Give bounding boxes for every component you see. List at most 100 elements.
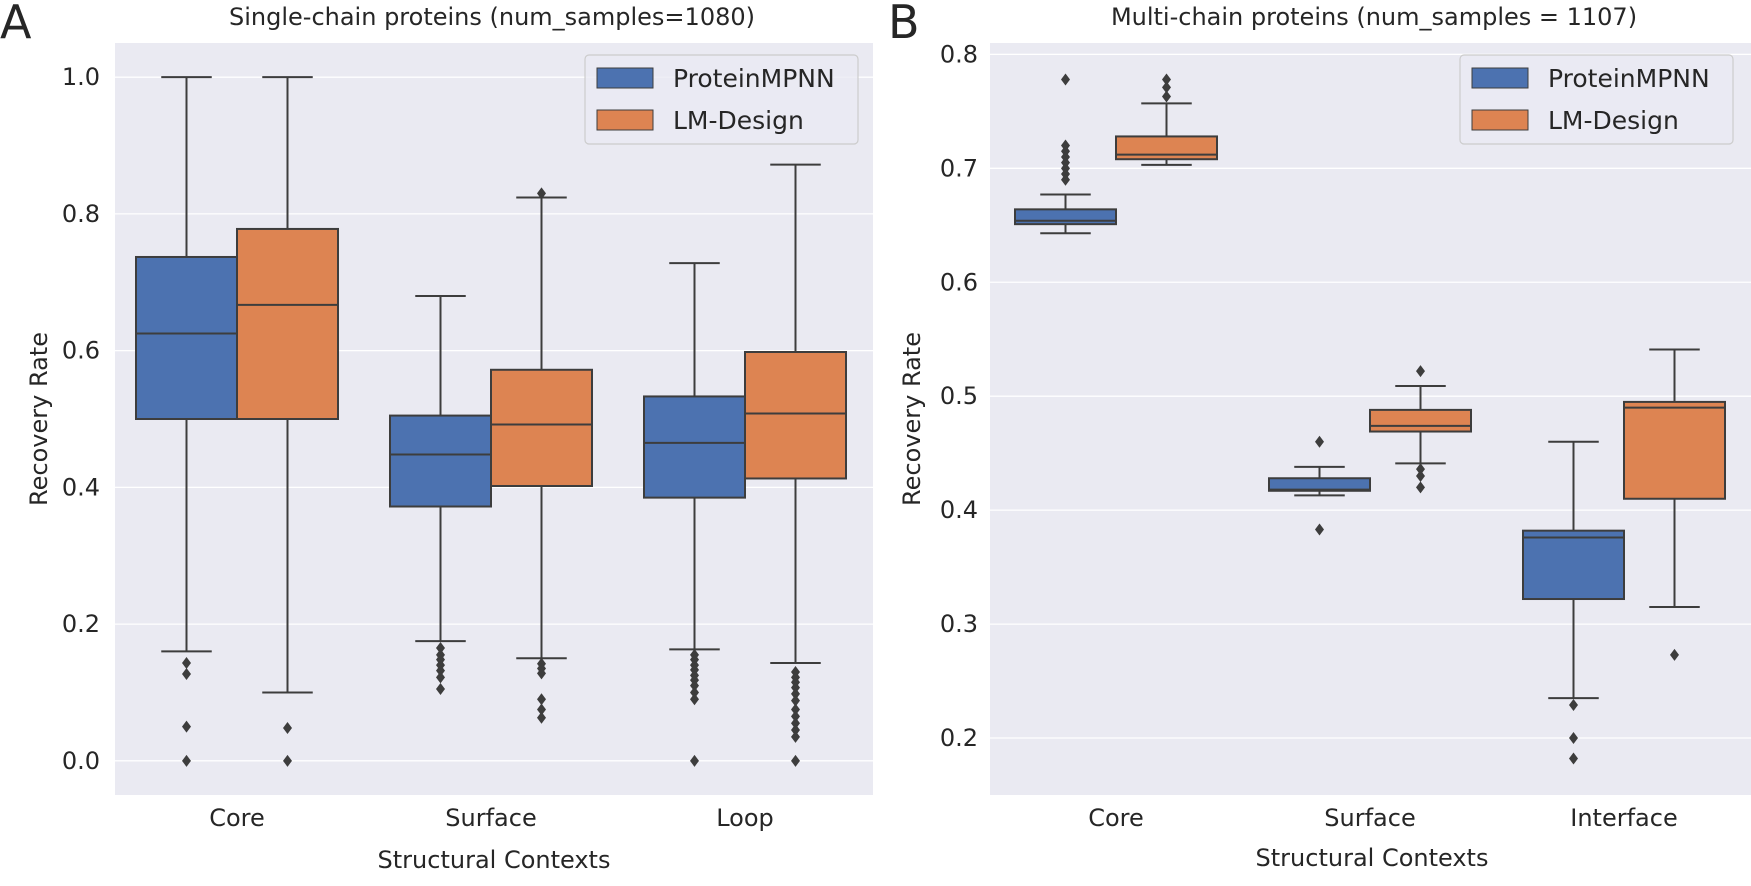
iqr-box [490, 368, 593, 487]
outlier-point [1315, 435, 1324, 448]
outlier-point [791, 681, 800, 694]
panel-b-x-axis-label: Structural Contexts [1256, 844, 1489, 872]
outlier-point [1416, 463, 1425, 476]
panel-b: B Multi-chain proteins (num_samples = 11… [888, 0, 1751, 872]
outlier-point [791, 703, 800, 716]
panel-b-gridlines [990, 53, 1751, 739]
box-lm-design-core [1115, 73, 1218, 166]
outlier-point [791, 717, 800, 730]
iqr-box [1369, 408, 1472, 433]
outlier-point [1061, 73, 1070, 86]
outlier-point [283, 754, 292, 767]
outlier-point [537, 703, 546, 716]
y-tick-label: 0.8 [940, 40, 978, 68]
x-tick-label: Core [1088, 804, 1144, 832]
panel-b-x-ticks: Core Surface Interface [1088, 804, 1678, 832]
y-tick-label: 0.6 [62, 337, 100, 365]
outlier-point [1315, 523, 1324, 536]
y-tick-label: 0.4 [940, 496, 978, 524]
outlier-point [537, 667, 546, 680]
outlier-point [182, 667, 191, 680]
box-lm-design-interface [1623, 348, 1726, 661]
panel-b-legend: ProteinMPNN LM-Design [1459, 54, 1734, 145]
outlier-point [537, 711, 546, 724]
box-proteinmpnn-surface [389, 294, 492, 696]
panel-a-letter: A [0, 0, 32, 49]
iqr-box [1623, 400, 1726, 500]
iqr-box [389, 414, 492, 508]
panel-a: A Single-chain proteins (num_samples=108… [0, 0, 873, 874]
y-tick-label: 0.5 [940, 382, 978, 410]
outlier-point [1416, 365, 1425, 378]
outlier-point [1061, 173, 1070, 186]
y-tick-label: 0.8 [62, 200, 100, 228]
x-tick-label: Surface [445, 804, 536, 832]
box-proteinmpnn-surface [1268, 435, 1371, 536]
outlier-point [690, 693, 699, 706]
iqr-box [236, 227, 339, 420]
y-tick-label: 0.2 [62, 610, 100, 638]
panel-b-letter: B [888, 0, 920, 49]
legend-swatch [1471, 67, 1529, 89]
outlier-point [1569, 752, 1578, 765]
legend-label: ProteinMPNN [673, 64, 835, 93]
box-lm-design-core [236, 76, 339, 767]
iqr-box [135, 255, 238, 420]
panel-a-title: Single-chain proteins (num_samples=1080) [229, 3, 755, 31]
outlier-point [283, 722, 292, 735]
outlier-point [690, 679, 699, 692]
panel-a-x-ticks: Core Surface Loop [209, 804, 774, 832]
panel-b-y-ticks: 0.2 0.3 0.4 0.5 0.6 0.7 0.8 [940, 40, 978, 752]
outlier-point [791, 730, 800, 743]
outlier-point [791, 754, 800, 767]
panel-a-legend: ProteinMPNN LM-Design [584, 54, 859, 145]
box-lm-design-surface [1369, 365, 1472, 494]
outlier-point [182, 657, 191, 670]
outlier-point [436, 642, 445, 655]
y-tick-label: 0.2 [940, 724, 978, 752]
legend-label: ProteinMPNN [1548, 64, 1710, 93]
outlier-point [182, 720, 191, 733]
x-tick-label: Surface [1324, 804, 1415, 832]
outlier-point [1416, 469, 1425, 482]
outlier-point [1162, 73, 1171, 86]
legend-swatch [596, 67, 654, 89]
iqr-box [643, 395, 746, 499]
x-tick-label: Loop [716, 804, 774, 832]
outlier-point [690, 686, 699, 699]
panel-a-y-ticks: 0.0 0.2 0.4 0.6 0.8 1.0 [62, 63, 100, 775]
panel-a-x-axis-label: Structural Contexts [378, 846, 611, 874]
outlier-point [690, 754, 699, 767]
y-tick-label: 0.4 [62, 473, 100, 501]
panel-a-boxes [135, 76, 847, 767]
iqr-box [1014, 208, 1117, 226]
box-lm-design-surface [490, 187, 593, 724]
box-lm-design-loop [744, 163, 847, 767]
outlier-point [791, 710, 800, 723]
panel-b-boxes [1014, 73, 1726, 765]
outlier-point [1569, 732, 1578, 745]
iqr-box [1522, 529, 1625, 601]
outlier-point [1162, 90, 1171, 103]
outlier-point [436, 671, 445, 684]
legend-swatch [1471, 109, 1529, 131]
iqr-box [744, 351, 847, 480]
outlier-point [436, 683, 445, 696]
y-tick-label: 0.3 [940, 610, 978, 638]
x-tick-label: Interface [1570, 804, 1677, 832]
y-tick-label: 0.7 [940, 154, 978, 182]
iqr-box [1115, 135, 1218, 161]
iqr-box [1268, 477, 1371, 492]
box-proteinmpnn-core [1014, 73, 1117, 235]
legend-swatch [596, 109, 654, 131]
outlier-point [1162, 81, 1171, 94]
box-proteinmpnn-core [135, 76, 238, 767]
outlier-point [1569, 698, 1578, 711]
outlier-point [791, 724, 800, 737]
panel-b-y-axis-label: Recovery Rate [898, 332, 926, 506]
box-proteinmpnn-loop [643, 262, 746, 767]
panel-b-title: Multi-chain proteins (num_samples = 1107… [1111, 3, 1637, 31]
y-tick-label: 1.0 [62, 63, 100, 91]
box-proteinmpnn-interface [1522, 440, 1625, 765]
